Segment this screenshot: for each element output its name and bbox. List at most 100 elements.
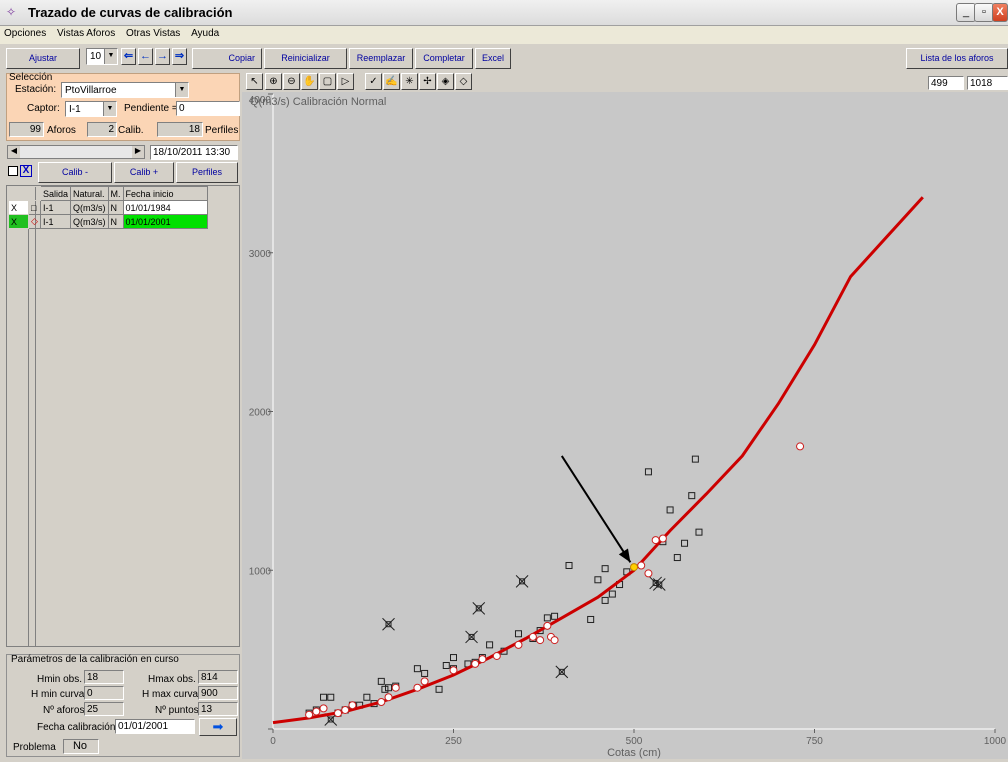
header-salida: Salida: [39, 186, 72, 201]
checkbox-x-icon[interactable]: X: [20, 165, 32, 177]
row-check[interactable]: X: [8, 200, 29, 215]
n-aforos-value: 25: [84, 702, 124, 716]
aforo-circle-point: [651, 536, 660, 545]
expand-icon[interactable]: ✢: [419, 73, 436, 90]
coord-x: 499: [928, 76, 964, 90]
pan-hand-icon[interactable]: ✋: [301, 73, 318, 90]
checkbox-empty-icon[interactable]: [8, 166, 18, 176]
aforo-circle-point: [543, 621, 552, 630]
last-arrow-button[interactable]: ⇒: [172, 48, 187, 65]
captor-select[interactable]: I-1 ▼: [65, 101, 117, 117]
completar-button[interactable]: Completar: [415, 48, 473, 69]
zoom-out-icon[interactable]: ⊖: [283, 73, 300, 90]
calibration-chart[interactable]: Q(m3/s) Calibración Normal 1000 2000 3000 40…: [242, 92, 1008, 759]
crossed-point-x: [652, 578, 666, 591]
aforo-square-point: [543, 614, 551, 622]
cell-fecha: 01/01/2001: [122, 214, 208, 229]
first-arrow-button[interactable]: ⇐: [121, 48, 136, 65]
maximize-button[interactable]: ▫: [974, 3, 994, 22]
aforo-square-point: [695, 528, 703, 536]
hmin-curva-label: H min curva: [31, 689, 85, 700]
grid-corner: [8, 186, 29, 201]
aforo-square-point: [421, 669, 429, 677]
aforo-circle-point: [348, 701, 357, 710]
shrink-icon[interactable]: ✳: [401, 73, 418, 90]
prev-arrow-button[interactable]: ←: [138, 48, 153, 65]
check-shape-icon[interactable]: ✓: [365, 73, 382, 90]
table-row[interactable]: X □ I-1 Q(m3/s) N 01/01/1984: [8, 200, 208, 215]
row-checks: [7, 186, 29, 646]
coord-y: 1018: [967, 76, 1008, 90]
scroll-left-icon[interactable]: ◀: [8, 146, 20, 158]
crossed-point-box: [558, 668, 565, 675]
lista-aforos-button[interactable]: Lista de los aforos: [906, 48, 1008, 69]
captor-value: I-1: [69, 104, 81, 115]
pendiente-input[interactable]: 0: [176, 101, 240, 116]
document-check-icon[interactable]: ✍: [383, 73, 400, 90]
calib-plus-button[interactable]: Calib +: [114, 162, 174, 183]
calib-count: 2: [87, 122, 117, 137]
menu-opciones[interactable]: Opciones: [4, 28, 47, 39]
close-button[interactable]: X: [992, 3, 1008, 22]
aforo-square-point: [691, 455, 699, 463]
pendiente-label: Pendiente =: [124, 103, 178, 114]
aforo-circle-point: [514, 640, 523, 649]
params-title: Parámetros de la calibración en curso: [11, 654, 179, 665]
aforo-circle-point: [536, 636, 545, 645]
diamond-gray-icon[interactable]: ◇: [455, 73, 472, 90]
menu-otras-vistas[interactable]: Otras Vistas: [126, 28, 181, 39]
cell-natural: Q(m3/s): [70, 200, 109, 215]
zoom-in-icon[interactable]: ⊕: [265, 73, 282, 90]
draw-triangle-icon[interactable]: ▷: [337, 73, 354, 90]
annotation-arrow-head: [618, 548, 631, 563]
next-arrow-button[interactable]: →: [155, 48, 170, 65]
fecha-calib-input[interactable]: 01/01/2001: [115, 719, 195, 734]
aforo-circle-point: [471, 659, 480, 668]
calib-minus-button[interactable]: Calib -: [38, 162, 112, 183]
reemplazar-button[interactable]: Reemplazar: [349, 48, 413, 69]
diamond-target-icon[interactable]: ◈: [437, 73, 454, 90]
aforo-square-point: [514, 630, 522, 638]
arrow-right-icon[interactable]: ➡: [199, 718, 237, 736]
date-scrollbar[interactable]: ◀ ▶: [7, 145, 145, 159]
n-puntos-label: Nº puntos: [155, 705, 199, 716]
crossed-point-box: [519, 578, 526, 585]
annotation-arrow-line: [560, 455, 632, 563]
step-select[interactable]: 10 ▼: [86, 48, 118, 65]
reinicializar-button[interactable]: Reinicializar: [264, 48, 347, 69]
estacion-select[interactable]: PtoVillarroe ▼: [61, 82, 189, 98]
aforos-count: 99: [9, 122, 44, 137]
scroll-right-icon[interactable]: ▶: [132, 146, 144, 158]
aforo-square-point: [601, 565, 609, 573]
aforo-square-point: [486, 641, 494, 649]
y-tick-label: 3000: [249, 249, 272, 260]
copiar-button[interactable]: Copiar: [192, 48, 262, 69]
hmax-curva-label: H max curva: [142, 689, 199, 700]
ajustar-button[interactable]: Ajustar: [6, 48, 80, 69]
header-fecha: Fecha inicio: [122, 186, 208, 201]
excel-button[interactable]: Excel: [475, 48, 511, 69]
table-row[interactable]: X ◇ I-1 Q(m3/s) N 01/01/2001: [8, 214, 208, 229]
menu-vistas-aforos[interactable]: Vistas Aforos: [57, 28, 116, 39]
minimize-button[interactable]: _: [956, 3, 976, 22]
row-check[interactable]: X: [8, 214, 29, 229]
estacion-value: PtoVillarroe: [65, 85, 117, 96]
aforo-square-point: [385, 684, 393, 692]
y-tick-label: 4000: [249, 95, 272, 106]
x-tick-label: 1000: [984, 736, 1007, 747]
menu-ayuda[interactable]: Ayuda: [191, 28, 220, 39]
aforo-square-point: [688, 492, 696, 500]
highlighted-point: [630, 563, 638, 572]
hmin-curva-value: 0: [84, 686, 124, 700]
pointer-icon[interactable]: ↖: [246, 73, 263, 90]
select-box-icon[interactable]: ▢: [319, 73, 336, 90]
x-tick-label: 0: [270, 736, 276, 747]
square-marker-icon: □: [28, 200, 41, 215]
x-tick-label: 500: [626, 736, 643, 747]
perfiles-button[interactable]: Perfiles: [176, 162, 238, 183]
cell-m: N: [107, 200, 124, 215]
aforo-square-point: [608, 590, 616, 598]
chart-area[interactable]: Q(m3/s) Calibración Normal 1000 2000 3000 40…: [242, 92, 1008, 759]
aforo-square-point: [644, 468, 652, 476]
aforo-circle-point: [333, 709, 342, 718]
